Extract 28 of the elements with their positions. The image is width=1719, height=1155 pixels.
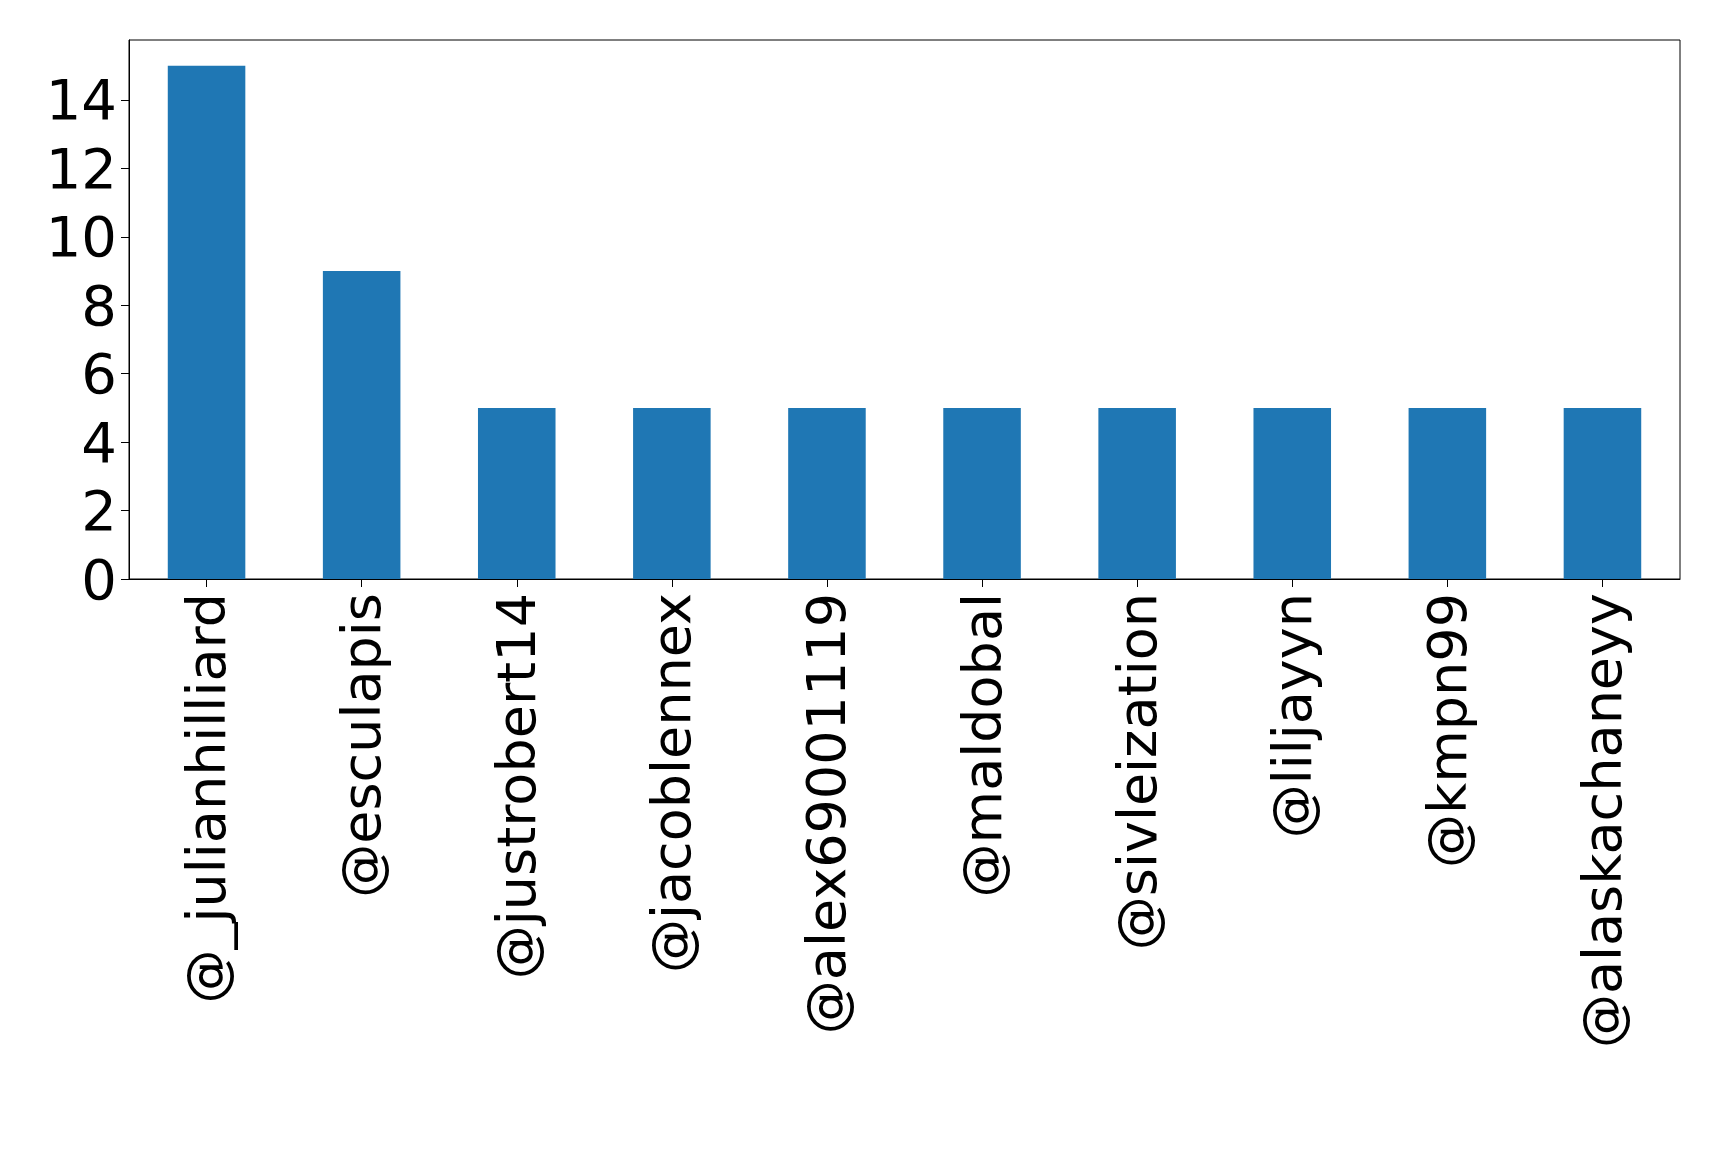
bar	[1098, 407, 1176, 579]
bar	[633, 407, 711, 579]
x-tick-label: @maldobal	[950, 593, 1014, 898]
x-tick-label: @esculapis	[330, 593, 394, 898]
bar	[1563, 407, 1642, 579]
x-tick-label: @jacoblennex	[640, 593, 704, 974]
x-tick-label: @alex69001119	[795, 593, 859, 1035]
bar	[1253, 407, 1332, 579]
x-tick-label: @_julianhilliard	[175, 593, 239, 1004]
x-tick-label: @justrobert14	[485, 593, 549, 980]
y-tick-label: 14	[45, 67, 117, 133]
bar	[322, 271, 401, 579]
x-tick-label: @kmpn99	[1415, 593, 1479, 869]
y-tick-label: 0	[81, 546, 117, 612]
y-tick-label: 4	[81, 409, 117, 475]
x-tick-label: @liljayyn	[1260, 593, 1324, 839]
bar	[477, 407, 556, 579]
y-tick-label: 10	[45, 204, 117, 270]
bar	[788, 407, 866, 579]
y-tick-label: 8	[81, 272, 117, 338]
bar	[1408, 407, 1487, 579]
x-tick-label: @alaskachaneyy	[1570, 593, 1634, 1049]
y-tick-label: 6	[81, 341, 117, 407]
y-tick-label: 2	[81, 478, 117, 544]
x-tick-label: @sivleization	[1105, 593, 1169, 951]
y-tick-label: 12	[45, 135, 117, 201]
bar	[167, 65, 246, 579]
bar	[943, 407, 1021, 579]
